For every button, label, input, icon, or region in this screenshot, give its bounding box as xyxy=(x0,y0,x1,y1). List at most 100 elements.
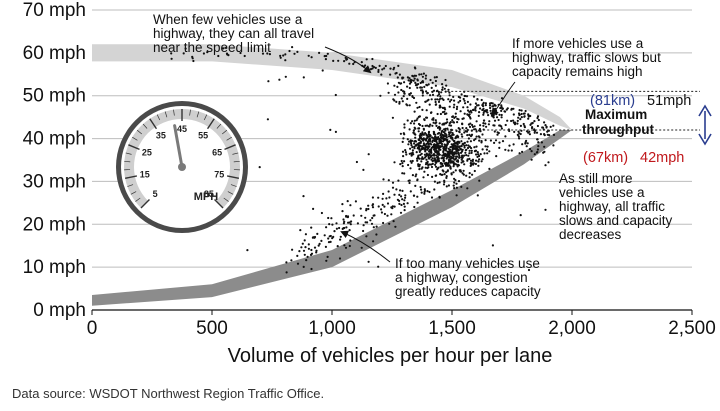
data-point xyxy=(471,160,474,163)
data-point xyxy=(434,84,437,87)
data-point xyxy=(476,104,479,107)
data-point xyxy=(409,122,412,125)
data-point xyxy=(479,130,482,133)
data-point xyxy=(267,80,270,83)
data-point xyxy=(495,113,498,116)
data-point xyxy=(408,77,411,80)
data-point xyxy=(460,144,463,147)
data-point xyxy=(394,225,397,228)
data-point xyxy=(461,148,464,151)
data-point xyxy=(327,216,330,220)
data-point xyxy=(381,203,384,206)
data-point xyxy=(339,235,342,238)
data-point xyxy=(303,239,306,242)
data-point xyxy=(356,222,359,225)
data-point xyxy=(430,98,433,101)
data-point xyxy=(485,148,488,151)
data-point xyxy=(500,127,503,130)
y-tick-label: 20 mph xyxy=(23,214,86,235)
data-point xyxy=(491,102,494,105)
data-point xyxy=(399,163,402,166)
data-point xyxy=(291,46,294,49)
data-point xyxy=(331,223,334,226)
data-point xyxy=(402,90,405,93)
data-point xyxy=(448,122,451,125)
data-point xyxy=(389,67,392,70)
data-point xyxy=(441,173,444,176)
data-point xyxy=(402,155,405,158)
data-point xyxy=(452,106,455,109)
data-point xyxy=(431,136,434,139)
data-point xyxy=(383,205,386,208)
data-point xyxy=(448,133,451,136)
data-point xyxy=(400,159,403,163)
data-point xyxy=(458,130,461,133)
data-point xyxy=(423,188,426,191)
data-point xyxy=(423,118,426,121)
data-point xyxy=(455,107,458,111)
data-point xyxy=(348,244,351,248)
data-point xyxy=(460,185,463,188)
data-point xyxy=(422,138,425,141)
data-point xyxy=(444,127,447,130)
data-point xyxy=(401,140,404,143)
data-point xyxy=(489,106,492,110)
data-point xyxy=(429,123,432,126)
data-point xyxy=(436,94,439,97)
speed-high-mph: 51mph xyxy=(647,93,691,109)
data-point xyxy=(443,87,446,90)
data-point xyxy=(436,126,440,129)
data-point xyxy=(337,59,340,62)
data-point xyxy=(343,60,346,63)
data-point xyxy=(448,91,451,94)
data-point xyxy=(465,95,469,98)
data-point xyxy=(330,217,333,220)
data-point xyxy=(459,110,462,113)
data-point xyxy=(456,105,459,108)
gauge-tick xyxy=(130,191,137,195)
data-point xyxy=(480,98,483,102)
data-point xyxy=(451,132,454,135)
data-point xyxy=(477,160,480,163)
data-point xyxy=(402,202,405,205)
data-point xyxy=(524,142,527,145)
data-point xyxy=(500,104,503,107)
data-point xyxy=(383,67,386,70)
data-point xyxy=(425,90,428,93)
data-point xyxy=(301,242,304,245)
data-point xyxy=(463,163,466,166)
data-point xyxy=(393,161,396,164)
gauge-tick xyxy=(149,118,158,130)
data-point xyxy=(345,226,348,229)
data-point xyxy=(418,141,421,145)
data-point xyxy=(413,205,416,209)
data-point xyxy=(540,141,544,144)
data-point xyxy=(512,121,516,124)
data-point xyxy=(284,75,287,78)
data-point xyxy=(317,244,320,247)
data-point xyxy=(421,80,424,83)
gauge-tick xyxy=(140,199,150,209)
data-point xyxy=(470,149,473,152)
data-point xyxy=(462,143,465,146)
data-point xyxy=(414,133,417,136)
data-point xyxy=(448,164,451,167)
data-point xyxy=(425,83,428,86)
data-point xyxy=(388,222,391,225)
data-point xyxy=(458,156,461,159)
gauge-tick xyxy=(233,160,240,163)
data-point xyxy=(517,116,520,119)
gauge-tick xyxy=(124,175,138,180)
gauge-number: 65 xyxy=(212,147,222,157)
data-point xyxy=(401,162,404,165)
data-point xyxy=(335,227,338,230)
data-point xyxy=(375,225,378,228)
data-point xyxy=(424,144,427,148)
data-point xyxy=(453,187,456,190)
data-point xyxy=(462,97,465,101)
data-point xyxy=(420,188,423,191)
data-point xyxy=(467,123,470,126)
data-point xyxy=(296,262,300,265)
data-point xyxy=(389,73,392,76)
data-point xyxy=(421,108,424,111)
